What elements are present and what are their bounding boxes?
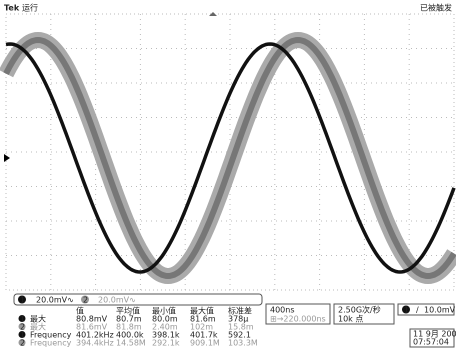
measurement-value: 909.1M bbox=[190, 339, 220, 348]
measurement-value: 292.1k bbox=[152, 339, 180, 348]
run-state: 运行 bbox=[22, 3, 38, 13]
measurement-value: 394.4kHz bbox=[76, 339, 114, 348]
ch2-scale: 20.0mV∿ bbox=[98, 296, 136, 305]
trigger-slope: / bbox=[416, 306, 419, 315]
measurement-label: Frequency bbox=[30, 339, 72, 348]
ch1-number: 1 bbox=[20, 296, 25, 305]
ch1-scale: 20.0mV∿ bbox=[36, 296, 74, 305]
measurement-value: 103.3M bbox=[228, 339, 258, 348]
ch2-number: 2 bbox=[83, 296, 88, 305]
record-length: 10k 点 bbox=[338, 315, 363, 324]
measurement-value: 14.58M bbox=[116, 339, 146, 348]
clock-time: 07:57:04 bbox=[413, 338, 449, 347]
channel-number: 2 bbox=[20, 339, 25, 348]
brand: Tek bbox=[4, 4, 20, 13]
trigger-level: 10.0mV bbox=[424, 306, 456, 315]
trigger-state: 已被触发 bbox=[420, 3, 452, 13]
timebase-delay: ⊞→220.000ns bbox=[270, 315, 326, 324]
sample-rate: 2.50G次/秒 bbox=[338, 305, 381, 315]
scope-screen: Tek 运行 已被触发 1 20.0mV∿ 2 20.0mV∿ 400ns ⊞→… bbox=[0, 0, 456, 349]
timebase-scale: 400ns bbox=[270, 306, 295, 315]
trigger-channel: 1 bbox=[404, 306, 409, 315]
